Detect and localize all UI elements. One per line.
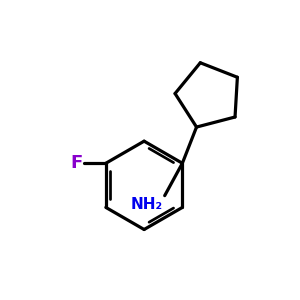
Text: NH₂: NH₂ <box>131 197 163 212</box>
Text: F: F <box>70 154 82 172</box>
